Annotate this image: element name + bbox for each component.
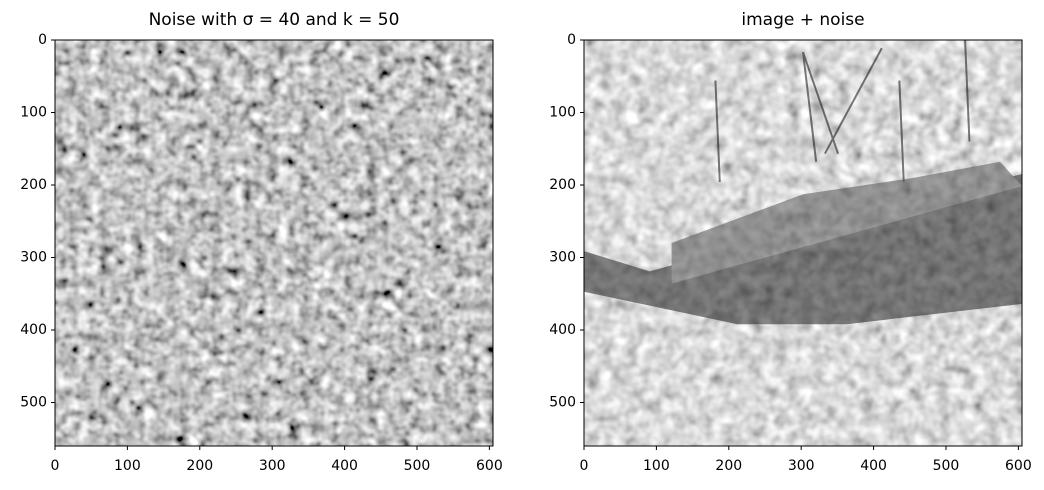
- x-tick-label: 500: [404, 458, 431, 474]
- y-tick-label: 500: [549, 395, 576, 411]
- mast: [898, 80, 905, 183]
- x-tick-label: 200: [715, 458, 742, 474]
- mast: [824, 47, 883, 155]
- y-tick-label: 200: [549, 177, 576, 193]
- y-tick-label: 0: [38, 32, 47, 48]
- x-tick-label: 200: [186, 458, 213, 474]
- x-tick-label: 600: [1005, 458, 1032, 474]
- chart-title: Noise with σ = 40 and k = 50: [149, 10, 400, 30]
- y-tick-label: 300: [549, 250, 576, 266]
- mast: [714, 80, 721, 183]
- image-content: [584, 39, 1022, 325]
- axes-frame: [54, 39, 494, 447]
- x-tick-label: 100: [114, 458, 141, 474]
- x-tick-label: 400: [860, 458, 887, 474]
- axes-frame: [583, 39, 1023, 447]
- y-tick-label: 0: [567, 32, 576, 48]
- x-tick-label: 500: [933, 458, 960, 474]
- y-tick-label: 200: [20, 177, 47, 193]
- x-tick-label: 600: [476, 458, 503, 474]
- y-tick-label: 400: [20, 322, 47, 338]
- y-tick-label: 100: [549, 105, 576, 121]
- image: [55, 40, 493, 446]
- x-tick-label: 0: [51, 458, 60, 474]
- mast: [964, 39, 971, 142]
- x-tick-label: 100: [643, 458, 670, 474]
- ship: [671, 161, 1022, 284]
- mast: [802, 52, 818, 162]
- y-tick-label: 400: [549, 322, 576, 338]
- x-tick-label: 0: [580, 458, 589, 474]
- mast: [802, 51, 839, 155]
- x-tick-label: 400: [331, 458, 358, 474]
- x-tick-label: 300: [259, 458, 286, 474]
- chart-title: image + noise: [741, 10, 864, 30]
- y-tick-label: 300: [20, 250, 47, 266]
- y-tick-label: 100: [20, 105, 47, 121]
- x-tick-label: 300: [788, 458, 815, 474]
- y-tick-label: 500: [20, 395, 47, 411]
